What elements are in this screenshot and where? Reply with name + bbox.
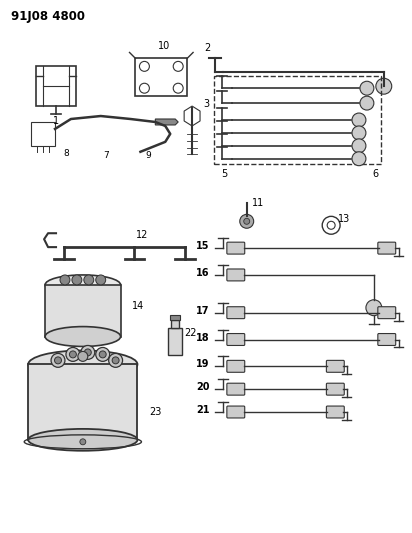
Text: 13: 13 xyxy=(338,214,350,224)
Text: 5: 5 xyxy=(221,168,227,179)
FancyBboxPatch shape xyxy=(227,334,245,345)
Text: 2: 2 xyxy=(204,44,210,53)
Ellipse shape xyxy=(28,429,138,451)
Text: 8: 8 xyxy=(63,149,69,158)
Circle shape xyxy=(244,219,250,224)
Circle shape xyxy=(360,96,374,110)
Circle shape xyxy=(376,78,392,94)
Circle shape xyxy=(96,275,106,285)
Circle shape xyxy=(352,152,366,166)
FancyBboxPatch shape xyxy=(227,242,245,254)
Bar xyxy=(170,314,180,320)
Ellipse shape xyxy=(28,350,138,378)
Circle shape xyxy=(366,300,382,316)
Circle shape xyxy=(51,353,65,367)
Circle shape xyxy=(96,348,110,361)
Circle shape xyxy=(84,275,94,285)
Circle shape xyxy=(60,275,70,285)
Circle shape xyxy=(352,113,366,127)
Text: 17: 17 xyxy=(196,306,210,316)
Text: 21: 21 xyxy=(196,405,210,415)
Circle shape xyxy=(352,139,366,153)
Text: 6: 6 xyxy=(373,168,379,179)
Circle shape xyxy=(84,349,91,356)
Circle shape xyxy=(352,126,366,140)
Polygon shape xyxy=(155,119,178,125)
Text: 18: 18 xyxy=(196,333,210,343)
Circle shape xyxy=(240,214,254,228)
Circle shape xyxy=(66,348,80,361)
FancyBboxPatch shape xyxy=(378,242,396,254)
Text: 16: 16 xyxy=(196,268,210,278)
Circle shape xyxy=(112,357,119,364)
FancyBboxPatch shape xyxy=(326,406,344,418)
Circle shape xyxy=(80,439,86,445)
Text: 1: 1 xyxy=(53,116,59,126)
Bar xyxy=(45,285,121,336)
Circle shape xyxy=(360,81,374,95)
Text: 91J08 4800: 91J08 4800 xyxy=(11,10,85,23)
Circle shape xyxy=(72,275,82,285)
Text: 10: 10 xyxy=(158,42,171,52)
FancyBboxPatch shape xyxy=(378,306,396,319)
FancyBboxPatch shape xyxy=(227,306,245,319)
Ellipse shape xyxy=(45,327,121,346)
FancyBboxPatch shape xyxy=(227,406,245,418)
Text: 9: 9 xyxy=(145,151,151,160)
Circle shape xyxy=(99,351,106,358)
Ellipse shape xyxy=(45,275,121,295)
Text: 11: 11 xyxy=(251,198,264,208)
Circle shape xyxy=(109,353,122,367)
Bar xyxy=(171,320,179,328)
FancyBboxPatch shape xyxy=(326,383,344,395)
Circle shape xyxy=(78,351,88,361)
FancyBboxPatch shape xyxy=(378,334,396,345)
Text: 23: 23 xyxy=(149,407,162,417)
Text: 14: 14 xyxy=(132,301,145,311)
Text: 7: 7 xyxy=(103,151,108,160)
Bar xyxy=(214,76,381,164)
Bar xyxy=(168,328,182,356)
Circle shape xyxy=(70,351,76,358)
Bar xyxy=(28,365,138,440)
Text: 19: 19 xyxy=(196,359,210,369)
Text: 22: 22 xyxy=(184,328,197,337)
FancyBboxPatch shape xyxy=(227,360,245,372)
Text: 20: 20 xyxy=(196,382,210,392)
Circle shape xyxy=(81,345,95,359)
FancyBboxPatch shape xyxy=(227,383,245,395)
Text: 3: 3 xyxy=(203,99,209,109)
Circle shape xyxy=(54,357,61,364)
Text: 12: 12 xyxy=(136,230,149,240)
FancyBboxPatch shape xyxy=(227,269,245,281)
FancyBboxPatch shape xyxy=(326,360,344,372)
Text: 15: 15 xyxy=(196,241,210,251)
